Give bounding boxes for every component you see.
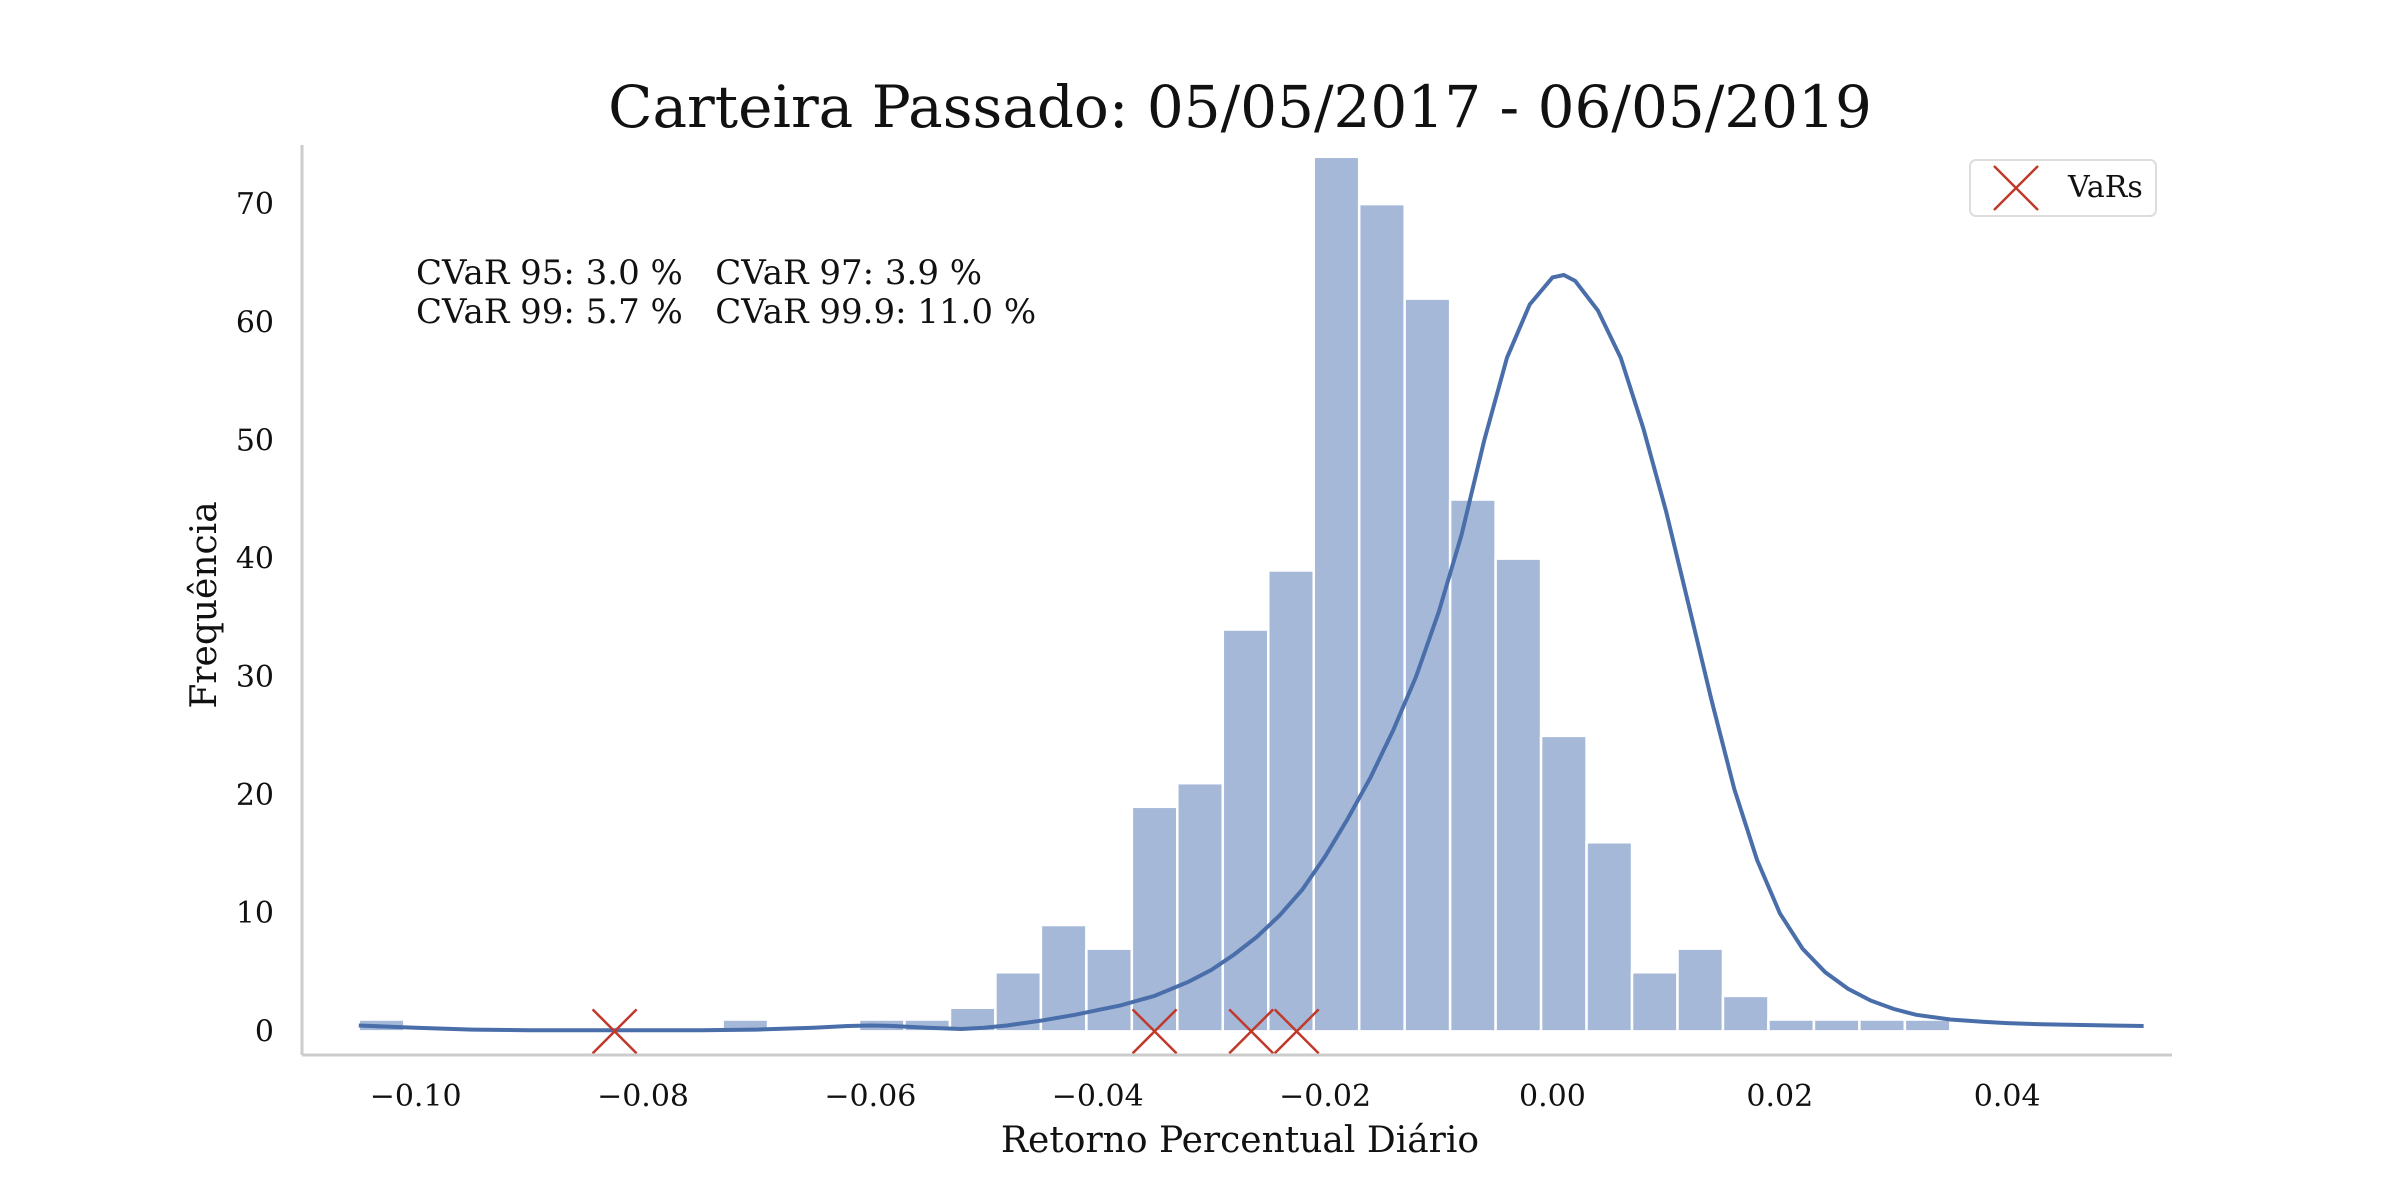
- y-tick-labels: 0 10 20 30 40 50 60 70: [236, 187, 274, 1049]
- x-tick-label: 0.00: [1519, 1079, 1586, 1114]
- y-tick-label: 60: [236, 305, 274, 340]
- y-tick-label: 70: [236, 187, 274, 222]
- y-tick-label: 20: [236, 778, 274, 813]
- histogram-bar: [1267, 569, 1315, 1033]
- histogram-bar: [1357, 202, 1406, 1033]
- legend: VaRs: [1969, 159, 2157, 217]
- y-tick-label: 50: [236, 423, 274, 458]
- y-tick-label: 40: [236, 542, 274, 577]
- x-tick-labels: −0.10 −0.08 −0.06 −0.04 −0.02 0.00 0.02 0.04: [370, 1079, 2041, 1114]
- kde-line: [358, 272, 2144, 1033]
- histogram-bar: [1176, 781, 1225, 1033]
- histogram-bar: [1812, 1018, 1861, 1033]
- y-tick-label: 10: [236, 896, 274, 931]
- var-marker: [1273, 1008, 1320, 1055]
- chart-title: Carteira Passado: 05/05/2017 - 06/05/201…: [608, 73, 1872, 141]
- cvar-annotation-line-2: CVaR 99: 5.7 % CVaR 99.9: 11.0 %: [416, 292, 1036, 332]
- legend-box: [1969, 159, 2157, 217]
- histogram-bar: [1676, 947, 1725, 1033]
- x-tick-label: −0.10: [370, 1079, 462, 1114]
- x-tick-label: −0.02: [1279, 1079, 1371, 1114]
- x-axis-label: Retorno Percentual Diário: [1001, 1120, 1479, 1161]
- histogram-bar: [1539, 734, 1588, 1033]
- x-tick-label: −0.08: [597, 1079, 689, 1114]
- histogram-bar: [1858, 1018, 1907, 1033]
- y-tick-label: 0: [255, 1014, 274, 1049]
- legend-var-marker-icon: [1993, 165, 2039, 211]
- histogram-bar: [1085, 947, 1134, 1033]
- legend-marker-x: [1993, 165, 2039, 211]
- x-tick-label: 0.04: [1974, 1079, 2041, 1114]
- histogram-bar: [1448, 498, 1497, 1033]
- histogram-bar: [1221, 628, 1270, 1033]
- histogram-bar: [1494, 557, 1543, 1033]
- y-axis-label: Frequência: [184, 501, 225, 708]
- var-marker: [1228, 1008, 1275, 1055]
- x-tick-label: −0.04: [1052, 1079, 1144, 1114]
- histogram-bar: [1585, 841, 1634, 1033]
- var-markers: [591, 1008, 1320, 1055]
- var-marker: [1131, 1008, 1178, 1055]
- histogram-bar: [1903, 1018, 1952, 1033]
- x-tick-label: −0.06: [824, 1079, 916, 1114]
- histogram-bar: [1630, 971, 1679, 1033]
- y-tick-label: 30: [236, 660, 274, 695]
- cvar-annotation-line-1: CVaR 95: 3.0 % CVaR 97: 3.9 %: [416, 253, 982, 293]
- histogram-bar: [1312, 155, 1361, 1033]
- histogram-bar: [1403, 297, 1452, 1033]
- histogram-bar: [1767, 1018, 1816, 1033]
- legend-label-vars: VaRs: [2067, 170, 2143, 205]
- histogram-bar: [1721, 994, 1770, 1033]
- x-tick-label: 0.02: [1746, 1079, 1813, 1114]
- var-marker: [591, 1008, 638, 1055]
